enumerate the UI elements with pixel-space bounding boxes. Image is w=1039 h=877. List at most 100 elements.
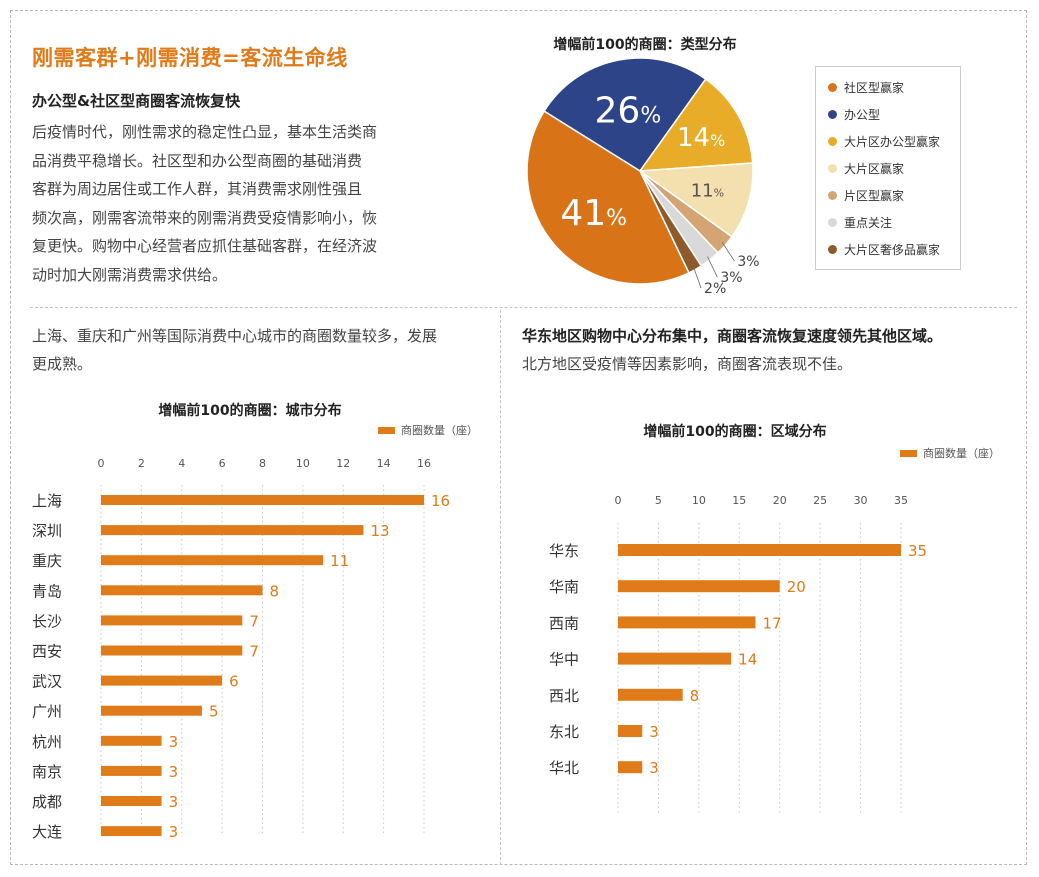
legend-item: 重点关注 <box>828 214 892 230</box>
category-label: 华中 <box>549 651 579 669</box>
paragraph-line: 客群为周边居住或工作人群，其消费需求刚性强且 <box>32 180 363 198</box>
bar-value-label: 14 <box>738 651 757 669</box>
legend-label: 办公型 <box>844 107 881 122</box>
category-label: 华南 <box>549 578 579 596</box>
city-chart-title: 增幅前100的商圈：城市分布 <box>158 403 342 419</box>
pie-slice <box>637 162 754 238</box>
body-paragraph: 后疫情时代，刚性需求的稳定性凸显，基本生活类商 品消费平稳增长。社区型和办公型商… <box>32 118 442 289</box>
category-label: 上海 <box>32 492 62 510</box>
paragraph-line: 复更快。购物中心经营者应抓住基础客群，在经济波 <box>32 237 378 255</box>
pie-slice <box>638 78 754 172</box>
category-label: 西北 <box>549 687 579 705</box>
x-tick-label: 10 <box>296 457 310 470</box>
legend-label: 重点关注 <box>844 215 893 230</box>
x-tick-label: 6 <box>219 457 226 470</box>
pie-leader-line <box>707 256 718 278</box>
bar-value-label: 35 <box>908 542 927 560</box>
legend-dot <box>828 109 837 119</box>
legend-dot <box>828 217 837 227</box>
page-frame <box>10 10 1027 865</box>
bar <box>101 585 263 596</box>
bar-value-label: 3 <box>169 823 179 841</box>
pie-slice <box>526 110 690 285</box>
x-tick-label: 30 <box>854 494 868 507</box>
paragraph-line: 后疫情时代，刚性需求的稳定性凸显，基本生活类商 <box>32 123 378 141</box>
category-label: 广州 <box>32 703 62 721</box>
x-tick-label: 8 <box>259 457 266 470</box>
bar <box>618 652 732 665</box>
bar-value-label: 8 <box>270 582 280 600</box>
bar <box>101 735 162 746</box>
region-chart-title: 增幅前100的商圈：区域分布 <box>643 424 827 440</box>
type-pie-chart: 26%14%11%3%3%2%41% <box>526 57 760 297</box>
x-tick-label: 4 <box>178 457 185 470</box>
x-tick-label: 25 <box>813 494 827 507</box>
bar-value-label: 16 <box>431 492 450 510</box>
section-subtitle: 办公型&社区型商圈客流恢复快 <box>32 92 241 110</box>
city-bar-chart: 0 2 4 6 8 10 12 14 16 上海 16 深圳 13 重庆 11 青岛 8 长沙 7 西安 7 武汉 6 广州 5… <box>32 457 450 841</box>
paragraph-line: 品消费平稳增长。社区型和办公型商圈的基础消费 <box>32 151 363 170</box>
legend-item: 大片区赢家 <box>828 160 904 176</box>
legend-label: 社区型赢家 <box>844 80 905 95</box>
legend-item: 办公型 <box>828 106 880 122</box>
bar-value-label: 5 <box>209 703 219 721</box>
legend-item: 片区型赢家 <box>828 187 904 203</box>
pie-slice-label: 2% <box>704 281 726 297</box>
horizontal-divider <box>30 307 1017 308</box>
pie-slice-label: 11% <box>691 180 724 201</box>
legend-label: 片区型赢家 <box>844 188 905 203</box>
bar-value-label: 3 <box>649 759 659 777</box>
category-label: 西南 <box>549 614 579 632</box>
x-tick-label: 0 <box>98 457 105 470</box>
left-caption-line: 上海、重庆和广州等国际消费中心城市的商圈数量较多，发展 <box>32 327 438 345</box>
bar <box>101 826 162 837</box>
category-label: 大连 <box>32 823 62 841</box>
paragraph-line: 动时加大刚需消费需求供给。 <box>32 265 228 284</box>
legend-item: 大片区奢侈品赢家 <box>828 241 940 257</box>
bar <box>618 580 780 593</box>
bar-value-label: 3 <box>649 723 659 741</box>
x-tick-label: 35 <box>894 494 908 507</box>
legend-label: 商圈数量（座） <box>401 424 478 437</box>
bar <box>101 796 162 806</box>
category-label: 杭州 <box>32 733 62 751</box>
bar-value-label: 7 <box>249 612 259 630</box>
bar <box>618 544 901 556</box>
left-caption-line: 更成熟。 <box>32 355 93 373</box>
category-label: 南京 <box>32 763 62 781</box>
bar <box>101 525 364 536</box>
paragraph-line: 频次高，刚需客流带来的刚需消费受疫情影响小，恢 <box>32 208 378 227</box>
x-tick-label: 14 <box>377 457 391 470</box>
legend-label: 商圈数量（座） <box>923 447 1000 460</box>
category-label: 长沙 <box>32 612 62 630</box>
pie-legend: 社区型赢家办公型大片区办公型赢家 大片区赢家片区型赢家重点关注大片区奢侈品赢家 <box>815 66 961 270</box>
x-tick-label: 2 <box>138 457 145 470</box>
bar-value-label: 3 <box>169 763 179 781</box>
bar <box>618 688 683 701</box>
region-chart-legend: 商圈数量（座） <box>900 445 1000 461</box>
category-label: 重庆 <box>32 552 62 570</box>
bar <box>101 765 162 776</box>
bar <box>618 725 643 737</box>
category-label: 青岛 <box>32 582 62 600</box>
legend-swatch <box>900 449 917 457</box>
bar <box>101 705 202 716</box>
bar-value-label: 13 <box>370 522 389 540</box>
category-label: 西安 <box>32 643 62 661</box>
legend-swatch <box>378 426 395 434</box>
right-caption: 华东地区购物中心分布集中，商圈客流恢复速度领先其他区域。 北方地区受疫情等因素影… <box>522 322 942 378</box>
bar <box>101 495 424 505</box>
category-label: 华东 <box>549 542 579 560</box>
bar <box>101 645 243 656</box>
pie-slice-label: 3% <box>720 270 742 286</box>
right-caption-line: 华东地区购物中心分布集中，商圈客流恢复速度领先其他区域。 <box>522 327 943 345</box>
x-tick-label: 12 <box>336 457 350 470</box>
category-label: 武汉 <box>32 673 62 691</box>
category-label: 成都 <box>32 793 62 811</box>
region-bar-chart: 0 5 10 15 20 25 30 35 华东 35 华南 20 西南 17 华中 14 西北 8 东北 3 华北 3 <box>549 494 927 815</box>
bar <box>618 616 756 629</box>
bar-value-label: 7 <box>249 643 259 661</box>
legend-dot <box>828 190 837 200</box>
legend-item: 大片区办公型赢家 <box>828 133 940 149</box>
bar-value-label: 8 <box>690 687 700 705</box>
